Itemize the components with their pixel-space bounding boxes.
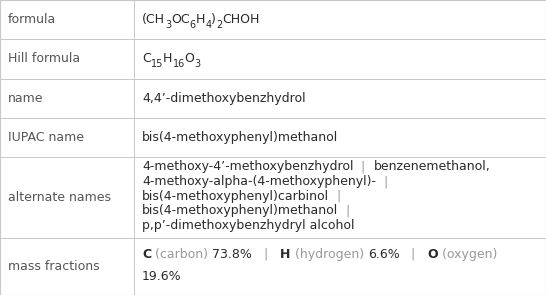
Text: O: O	[428, 248, 438, 261]
Text: |: |	[376, 175, 388, 188]
Text: |: |	[353, 160, 373, 173]
Text: 4-methoxy-alpha-(4-methoxyphenyl)-: 4-methoxy-alpha-(4-methoxyphenyl)-	[142, 175, 376, 188]
Text: bis(4-methoxyphenyl)carbinol: bis(4-methoxyphenyl)carbinol	[142, 190, 329, 203]
Text: 16: 16	[173, 59, 185, 69]
Text: alternate names: alternate names	[8, 191, 111, 204]
Text: |: |	[252, 248, 280, 261]
Text: H: H	[163, 53, 173, 65]
Text: IUPAC name: IUPAC name	[8, 131, 84, 144]
Text: bis(4-methoxyphenyl)methanol: bis(4-methoxyphenyl)methanol	[142, 131, 338, 144]
Text: 2: 2	[216, 20, 222, 30]
Text: OC: OC	[171, 13, 189, 26]
Text: 4,4’-dimethoxybenzhydrol: 4,4’-dimethoxybenzhydrol	[142, 92, 306, 105]
Text: (CH: (CH	[142, 13, 165, 26]
Text: H: H	[280, 248, 290, 261]
Text: name: name	[8, 92, 44, 105]
Text: formula: formula	[8, 13, 56, 26]
Text: Hill formula: Hill formula	[8, 53, 80, 65]
Text: 6: 6	[189, 20, 196, 30]
Text: C: C	[142, 248, 151, 261]
Text: 3: 3	[194, 59, 201, 69]
Text: |: |	[400, 248, 428, 261]
Text: (oxygen): (oxygen)	[438, 248, 498, 261]
Text: 6.6%: 6.6%	[367, 248, 400, 261]
Text: mass fractions: mass fractions	[8, 260, 100, 273]
Text: 19.6%: 19.6%	[142, 270, 182, 283]
Text: bis(4-methoxyphenyl)methanol: bis(4-methoxyphenyl)methanol	[142, 204, 338, 217]
Text: H: H	[196, 13, 205, 26]
Text: C: C	[142, 53, 151, 65]
Text: |: |	[338, 204, 351, 217]
Text: 4: 4	[205, 20, 211, 30]
Text: 4-methoxy-4’-methoxybenzhydrol: 4-methoxy-4’-methoxybenzhydrol	[142, 160, 353, 173]
Text: |: |	[329, 190, 341, 203]
Text: p,p’-dimethoxybenzhydryl alcohol: p,p’-dimethoxybenzhydryl alcohol	[142, 219, 354, 232]
Text: 3: 3	[165, 20, 171, 30]
Text: O: O	[185, 53, 194, 65]
Text: CHOH: CHOH	[222, 13, 260, 26]
Text: ): )	[211, 13, 216, 26]
Text: benzenemethanol,: benzenemethanol,	[373, 160, 490, 173]
Text: 73.8%: 73.8%	[212, 248, 252, 261]
Text: (hydrogen): (hydrogen)	[290, 248, 367, 261]
Text: 15: 15	[151, 59, 163, 69]
Text: (carbon): (carbon)	[151, 248, 212, 261]
